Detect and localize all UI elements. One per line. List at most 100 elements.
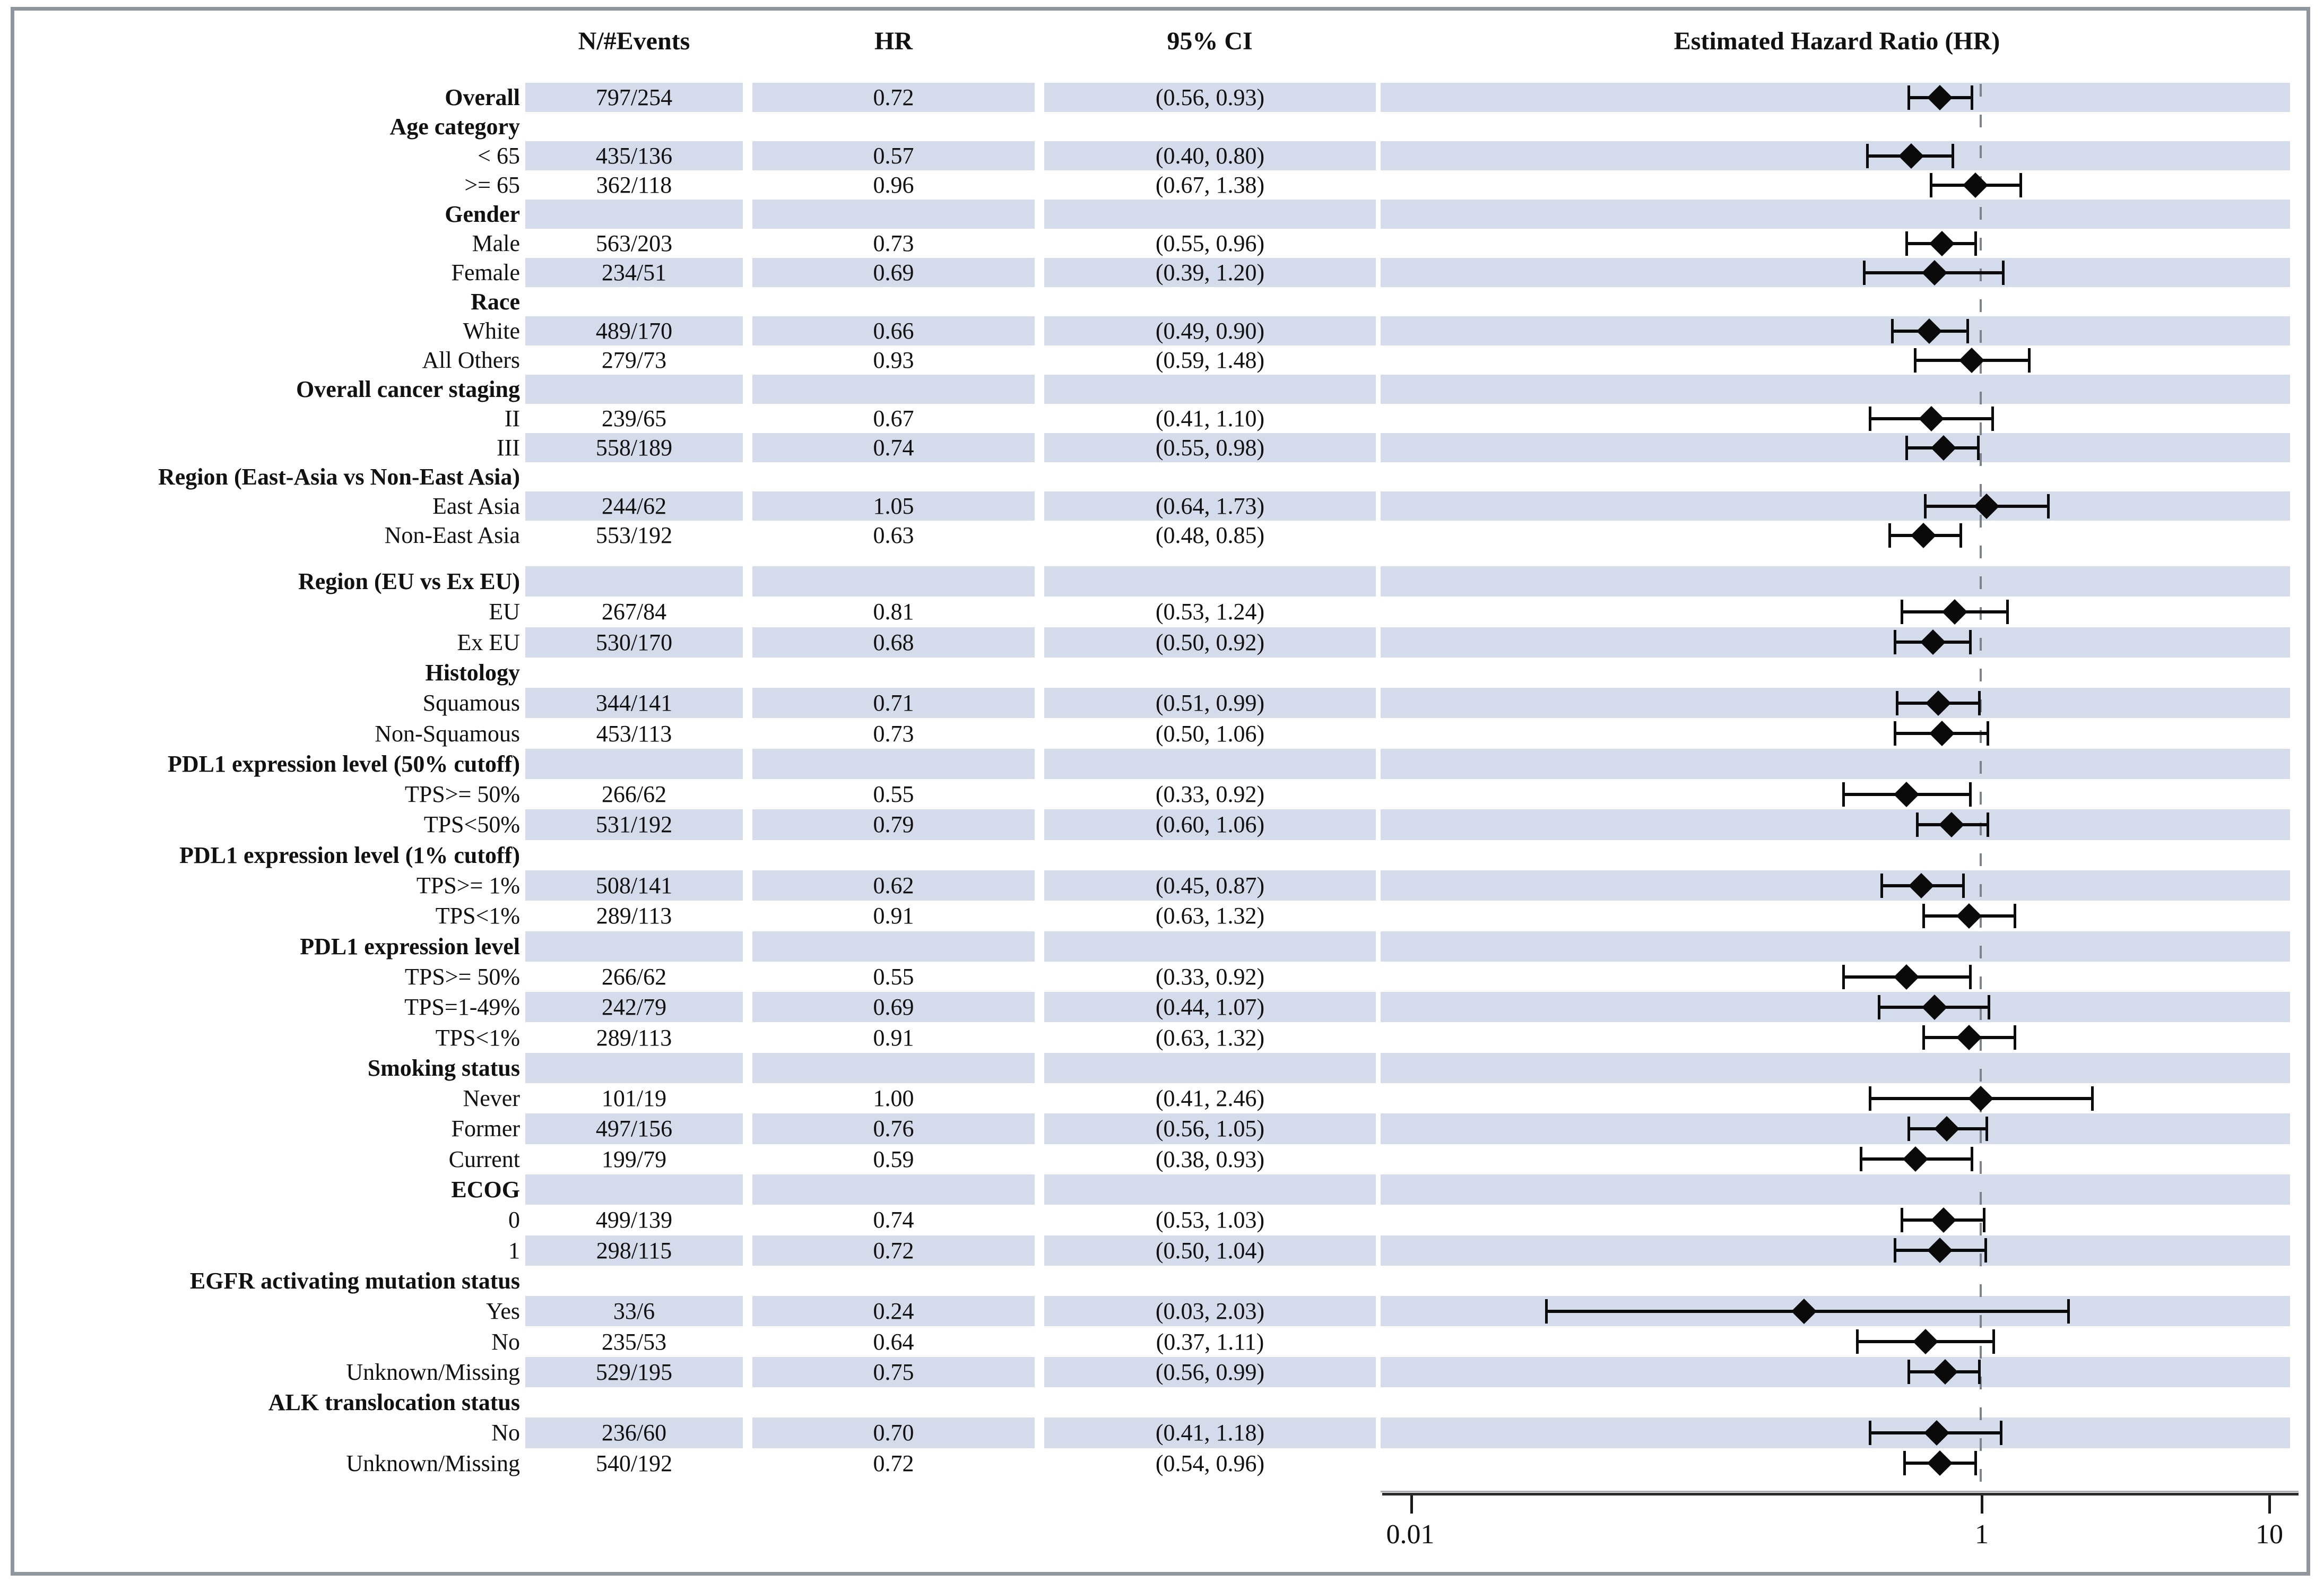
ci-cap-left: [1891, 318, 1894, 343]
events-cell: 266/62: [601, 963, 667, 990]
table-row: Male 563/203 0.73 (0.55, 0.96): [0, 229, 2324, 258]
reference-line-hr1: [1980, 84, 1982, 1493]
ci-cap-left: [1905, 231, 1908, 256]
ci-cap-left: [1869, 1086, 1872, 1111]
events-cell: 33/6: [525, 1296, 743, 1327]
ci-cap-left: [1907, 85, 1911, 110]
ci-cap-left: [1907, 1117, 1911, 1142]
plot-cell: [1381, 141, 2290, 170]
plot-cell: [1381, 809, 2290, 840]
events-cell: 529/195: [525, 1356, 743, 1388]
table-row: Overall 797/254 0.72 (0.56, 0.93): [0, 83, 2324, 112]
table-row: Age category: [0, 112, 2324, 141]
ci-cap-right: [2014, 1025, 2017, 1050]
ci-cap-left: [1901, 599, 1904, 624]
plot-cell: [1381, 566, 2290, 597]
row-label: Race: [471, 289, 520, 315]
ci-cap-right: [1984, 1238, 1987, 1263]
row-label: TPS=1-49%: [404, 994, 520, 1021]
events-cell: [525, 200, 743, 229]
ci-cap-right: [1959, 523, 1962, 548]
ci-cell: (0.50, 1.06): [1155, 720, 1265, 747]
ci-cap-right: [2067, 1299, 2070, 1324]
ci-cell: [1044, 375, 1376, 404]
ci-cap-right: [1962, 873, 1965, 898]
hr-cell: 0.68: [752, 627, 1035, 658]
hr-cell: 0.96: [873, 172, 914, 198]
row-label: Overall: [445, 84, 520, 110]
ci-cell: (0.44, 1.07): [1044, 992, 1376, 1023]
ci-cap-left: [1922, 903, 1925, 928]
ci-cap-right: [1978, 1360, 1981, 1385]
hr-cell: 0.91: [873, 903, 914, 929]
row-label: No: [491, 1420, 520, 1446]
table-row: TPS>= 1% 508/141 0.62 (0.45, 0.87): [0, 870, 2324, 901]
ci-cell: (0.56, 0.93): [1044, 83, 1376, 112]
ci-cap-left: [1893, 1238, 1896, 1263]
ci-cap-left: [1916, 812, 1919, 837]
row-label: 1: [508, 1237, 520, 1264]
table-row: Race: [0, 287, 2324, 316]
table-row: Region (East-Asia vs Non-East Asia): [0, 462, 2324, 491]
hr-cell: 0.93: [873, 347, 914, 373]
row-label: Histology: [425, 659, 520, 686]
table-row: Histology: [0, 658, 2324, 688]
ci-cell: (0.50, 0.92): [1044, 627, 1376, 658]
ci-cap-right: [1974, 231, 1977, 256]
x-axis: [1382, 1493, 2299, 1495]
row-label: TPS<1%: [435, 1024, 520, 1051]
row-label: Ex EU: [457, 629, 520, 655]
events-cell: 797/254: [525, 83, 743, 112]
ci-cap-left: [1866, 143, 1869, 168]
ci-cell: (0.63, 1.32): [1155, 903, 1265, 929]
plot-cell: [1381, 1052, 2290, 1084]
row-label: Current: [448, 1146, 520, 1172]
hr-cell: 0.72: [752, 83, 1035, 112]
ci-cell: (0.33, 0.92): [1155, 781, 1265, 808]
ci-cell: (0.33, 0.92): [1155, 963, 1265, 990]
table-row: East Asia 244/62 1.05 (0.64, 1.73): [0, 491, 2324, 521]
table-row: 0 499/139 0.74 (0.53, 1.03): [0, 1205, 2324, 1235]
hr-cell: 0.74: [752, 433, 1035, 462]
row-label: Female: [451, 260, 520, 286]
table-row: TPS>= 50% 266/62 0.55 (0.33, 0.92): [0, 962, 2324, 992]
events-cell: 242/79: [525, 992, 743, 1023]
ci-cell: (0.48, 0.85): [1155, 522, 1265, 548]
hr-cell: 1.00: [873, 1085, 914, 1112]
ci-cap-right: [1969, 964, 1972, 989]
row-label: ECOG: [451, 1177, 520, 1203]
events-cell: 279/73: [601, 347, 667, 373]
events-cell: [525, 566, 743, 597]
hr-cell: 0.79: [752, 809, 1035, 840]
hr-cell: 1.05: [752, 491, 1035, 521]
ci-cap-right: [2000, 1421, 2003, 1446]
hr-cell: 0.63: [873, 522, 914, 548]
ci-cap-right: [1985, 1117, 1988, 1142]
table-row: PDL1 expression level: [0, 931, 2324, 962]
events-cell: 266/62: [601, 781, 667, 808]
events-cell: 267/84: [601, 599, 667, 625]
ci-cap-right: [1966, 318, 1969, 343]
ci-cell: (0.41, 2.46): [1155, 1085, 1265, 1112]
events-cell: 563/203: [595, 230, 673, 256]
ci-cap-left: [1901, 1207, 1904, 1232]
ci-cell: (0.55, 0.96): [1155, 230, 1265, 256]
row-label: TPS>= 50%: [404, 781, 520, 808]
row-label: East Asia: [432, 493, 520, 519]
ci-cap-right: [1976, 435, 1980, 460]
table-row: TPS<50% 531/192 0.79 (0.60, 1.06): [0, 809, 2324, 840]
table-row: EU 267/84 0.81 (0.53, 1.24): [0, 597, 2324, 627]
events-cell: 453/113: [596, 720, 672, 747]
row-label: TPS>= 50%: [404, 963, 520, 990]
row-label: Squamous: [422, 690, 520, 716]
row-label: Unknown/Missing: [346, 1359, 520, 1385]
hr-cell: [752, 931, 1035, 962]
row-label: Age category: [389, 114, 520, 140]
ci-cap-right: [1988, 995, 1991, 1019]
table-row: Overall cancer staging: [0, 375, 2324, 404]
ci-cap-right: [1987, 812, 1990, 837]
table-row: No 235/53 0.64 (0.37, 1.11): [0, 1327, 2324, 1357]
plot-cell: [1381, 1113, 2290, 1144]
ci-cell: (0.67, 1.38): [1155, 172, 1265, 198]
